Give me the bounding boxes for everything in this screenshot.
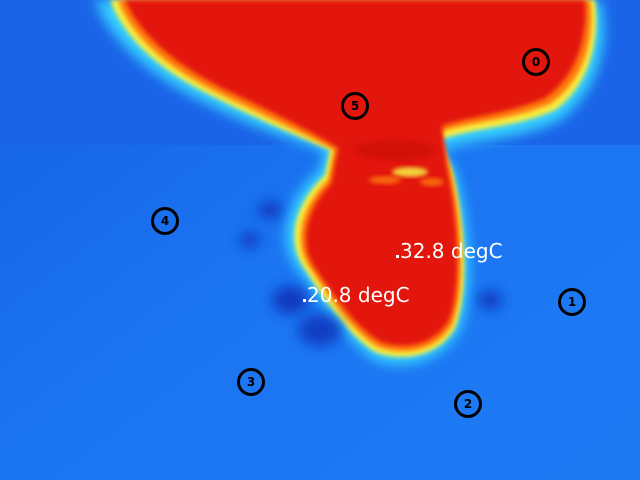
warm-streak-right — [420, 178, 444, 186]
cold-shadows — [240, 202, 502, 346]
temperature-value: 20.8 degC — [307, 283, 410, 307]
marker-3: 3 — [237, 368, 265, 396]
temperature-reading-min: 20.8 degC — [303, 283, 410, 307]
hot-core — [125, 0, 586, 346]
temperature-reading-max: 32.8 degC — [396, 239, 503, 263]
marker-1: 1 — [558, 288, 586, 316]
marker-0: 0 — [522, 48, 550, 76]
measurement-point — [303, 299, 306, 302]
neck-shadow — [355, 140, 435, 160]
marker-4: 4 — [151, 207, 179, 235]
measurement-point — [396, 255, 399, 258]
marker-2: 2 — [454, 390, 482, 418]
marker-5: 5 — [341, 92, 369, 120]
warm-streak-left — [369, 176, 401, 184]
hot-spot — [392, 167, 428, 177]
temperature-value: 32.8 degC — [400, 239, 503, 263]
